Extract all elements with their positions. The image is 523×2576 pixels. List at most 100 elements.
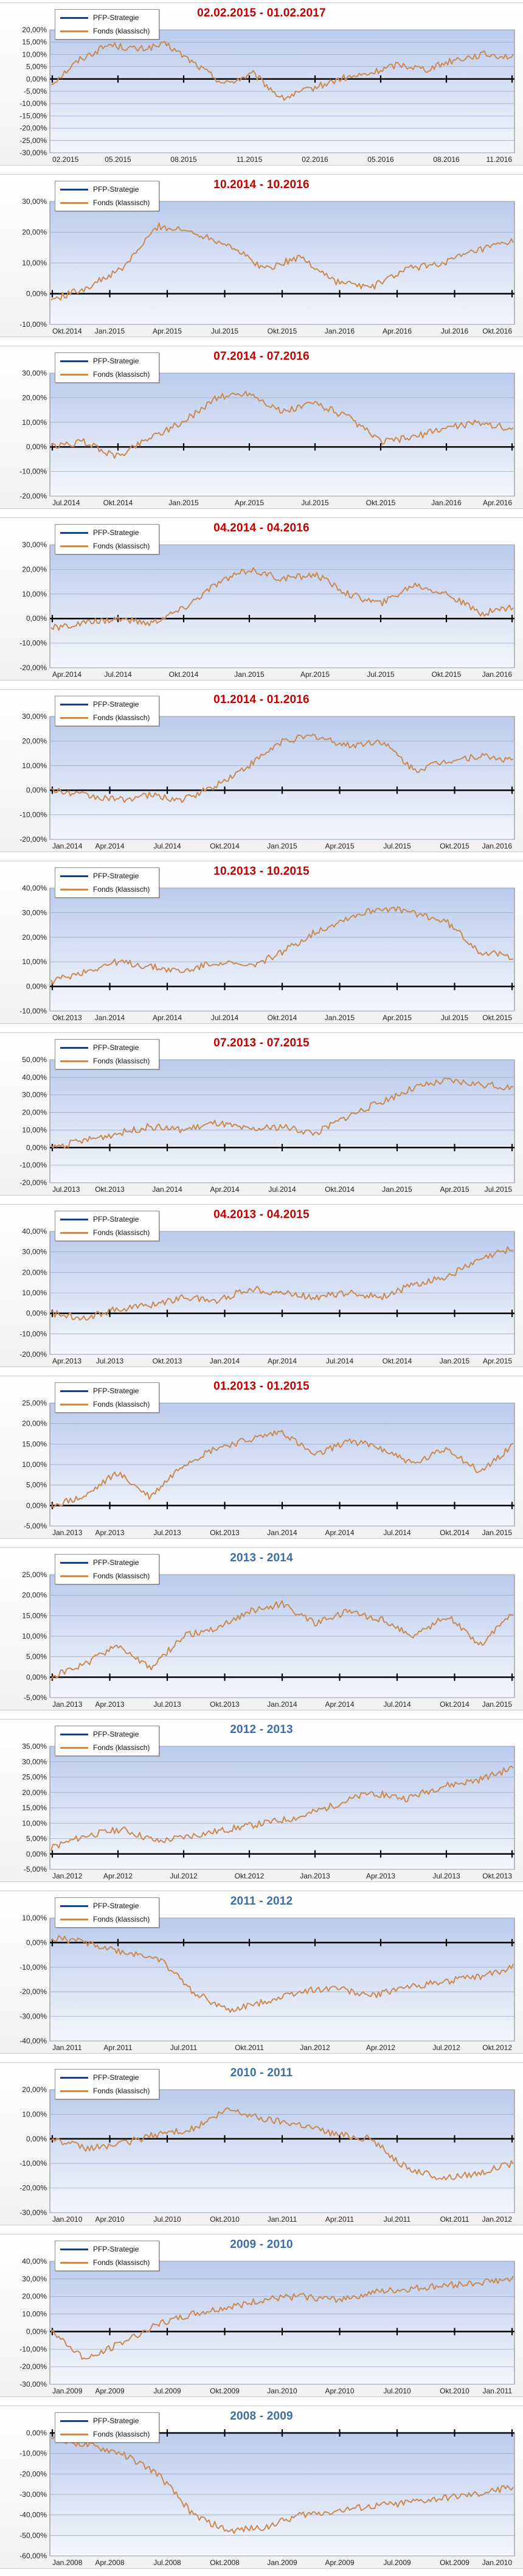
y-tick-label: -40,00%	[19, 2511, 47, 2519]
legend: PFP-Strategie Fonds (klassisch)	[55, 696, 159, 726]
fund-line-swatch	[60, 716, 88, 719]
chart-title: 2012 - 2013	[230, 1723, 293, 1736]
x-tick-label: Okt.2010	[210, 2215, 240, 2224]
legend-item-strategy: PFP-Strategie	[55, 183, 159, 196]
y-tick-label: -10,00%	[19, 2449, 47, 2458]
x-tick-label: Okt.2014	[440, 1528, 469, 1537]
x-tick-label: Jul.2013	[52, 1185, 80, 1194]
x-tick-label: Jan.2015	[382, 1185, 412, 1194]
legend-item-strategy: PFP-Strategie	[55, 2071, 159, 2084]
x-tick-label: Okt.2013	[210, 1700, 240, 1709]
chart-panel: 2012 - 2013 35,00% 30,00% 25,00% 20,00% 15,00…	[0, 1719, 523, 1882]
x-tick-label: Okt.2012	[235, 1872, 265, 1880]
x-tick-label: Okt.2015	[268, 327, 297, 335]
y-tick-label: 35,00%	[22, 1742, 47, 1751]
x-tick-label: Jan.2015	[234, 670, 265, 679]
x-tick-label: Jan.2015	[482, 1528, 513, 1537]
chart-panel: 10.2013 - 10.2015 40,00% 30,00% 20,00% 10,00…	[0, 861, 523, 1024]
y-tick-label: 20,00%	[22, 26, 47, 34]
x-tick-label: Jul.2010	[383, 2387, 411, 2395]
y-tick-label: 10,00%	[22, 1460, 47, 1469]
x-tick-label: Apr.2014	[95, 842, 124, 850]
y-tick-label: 0,00%	[26, 2429, 47, 2437]
legend-item-strategy: PFP-Strategie	[55, 1213, 159, 1226]
legend: PFP-Strategie Fonds (klassisch)	[55, 1726, 159, 1756]
fund-line-swatch	[60, 1060, 88, 1062]
legend: PFP-Strategie Fonds (klassisch)	[55, 181, 159, 211]
fund-series-line	[50, 567, 514, 631]
chart-title: 02.02.2015 - 01.02.2017	[197, 7, 326, 19]
x-tick-label: Apr.2014	[153, 1013, 182, 1022]
x-tick-label: Jan.2014	[210, 1357, 240, 1365]
y-tick-label: -30,00%	[19, 149, 47, 157]
x-tick-label: 05.2015	[105, 155, 131, 164]
y-tick-label: -40,00%	[19, 2037, 47, 2045]
strategy-line-swatch	[60, 703, 88, 705]
legend-item-fund: Fonds (klassisch)	[55, 1569, 159, 1583]
y-tick-label: 10,00%	[22, 2110, 47, 2118]
chart-svg: 30,00% 20,00% 10,00% 0,00% -10,00% -20,00% Jan…	[19, 712, 515, 850]
y-tick-label: -20,00%	[19, 492, 47, 500]
y-tick-label: 10,00%	[22, 590, 47, 598]
x-tick-label: Jul.2010	[153, 2215, 181, 2224]
x-tick-label: Apr.2011	[103, 2043, 132, 2052]
x-tick-label: Okt.2014	[210, 842, 240, 850]
x-tick-label: Apr.2013	[95, 1700, 124, 1709]
legend-item-strategy: PFP-Strategie	[55, 526, 159, 539]
fund-line-swatch	[60, 1746, 88, 1749]
y-tick-label: 30,00%	[22, 1091, 47, 1099]
x-tick-label: Apr.2016	[483, 499, 512, 507]
y-tick-label: 5,00%	[26, 1835, 47, 1843]
y-tick-label: -5,00%	[24, 1693, 47, 1702]
legend-item-fund: Fonds (klassisch)	[55, 539, 159, 553]
fund-series-line	[50, 1246, 514, 1321]
x-tick-label: 05.2016	[367, 155, 394, 164]
y-tick-label: -10,00%	[19, 1329, 47, 1338]
y-tick-label: 20,00%	[22, 228, 47, 237]
y-tick-label: 40,00%	[22, 1073, 47, 1082]
legend: PFP-Strategie Fonds (klassisch)	[55, 1382, 159, 1413]
x-tick-label: 11.2016	[487, 155, 513, 164]
x-tick-label: Okt.2010	[440, 2387, 469, 2395]
x-tick-label: Apr.2014	[325, 1528, 354, 1537]
y-tick-label: 10,00%	[22, 259, 47, 267]
y-tick-label: -50,00%	[19, 2531, 47, 2539]
y-tick-label: 10,00%	[22, 1632, 47, 1640]
legend-item-fund: Fonds (klassisch)	[55, 2256, 159, 2269]
legend: PFP-Strategie Fonds (klassisch)	[55, 1897, 159, 1928]
x-tick-label: Apr.2010	[95, 2215, 124, 2224]
x-tick-label: Jan.2009	[52, 2387, 83, 2395]
y-tick-label: 20,00%	[22, 1788, 47, 1797]
fund-line-swatch	[60, 1575, 88, 1577]
x-tick-label: 02.2015	[52, 155, 79, 164]
x-tick-label: Jan.2009	[267, 2558, 297, 2567]
y-tick-label: 0,00%	[26, 614, 47, 623]
fund-line-swatch	[60, 30, 88, 32]
y-tick-label: -20,00%	[19, 2469, 47, 2478]
x-tick-label: Jul.2008	[153, 2558, 181, 2567]
fund-series-line	[50, 1934, 514, 2013]
fund-series-line	[50, 2275, 514, 2360]
legend-label-strategy: PFP-Strategie	[93, 1387, 139, 1395]
x-tick-label: Apr.2015	[300, 670, 330, 679]
y-tick-label: 10,00%	[22, 418, 47, 427]
chart-svg: 50,00% 40,00% 30,00% 20,00% 10,00% 0,00% -10,0…	[19, 1055, 515, 1194]
y-tick-label: -30,00%	[19, 2380, 47, 2389]
legend-label-fund: Fonds (klassisch)	[93, 885, 150, 894]
y-tick-label: -60,00%	[19, 2552, 47, 2560]
fund-series-line	[50, 2107, 514, 2180]
fund-line-swatch	[60, 201, 88, 204]
strategy-line-swatch	[60, 1561, 88, 1564]
legend-item-strategy: PFP-Strategie	[55, 2414, 159, 2427]
x-tick-label: Jan.2015	[95, 327, 125, 335]
x-tick-label: Jan.2008	[52, 2558, 83, 2567]
plot-area	[49, 544, 515, 668]
y-tick-label: -10,00%	[19, 320, 47, 329]
y-tick-label: 0,00%	[26, 786, 47, 794]
y-tick-label: 20,00%	[22, 1419, 47, 1428]
y-tick-label: 0,00%	[26, 443, 47, 451]
y-tick-label: 10,00%	[22, 1914, 47, 1922]
x-tick-label: Apr.2015	[235, 499, 264, 507]
x-tick-label: Okt.2011	[235, 2043, 264, 2052]
x-tick-label: Okt.2008	[210, 2558, 240, 2567]
